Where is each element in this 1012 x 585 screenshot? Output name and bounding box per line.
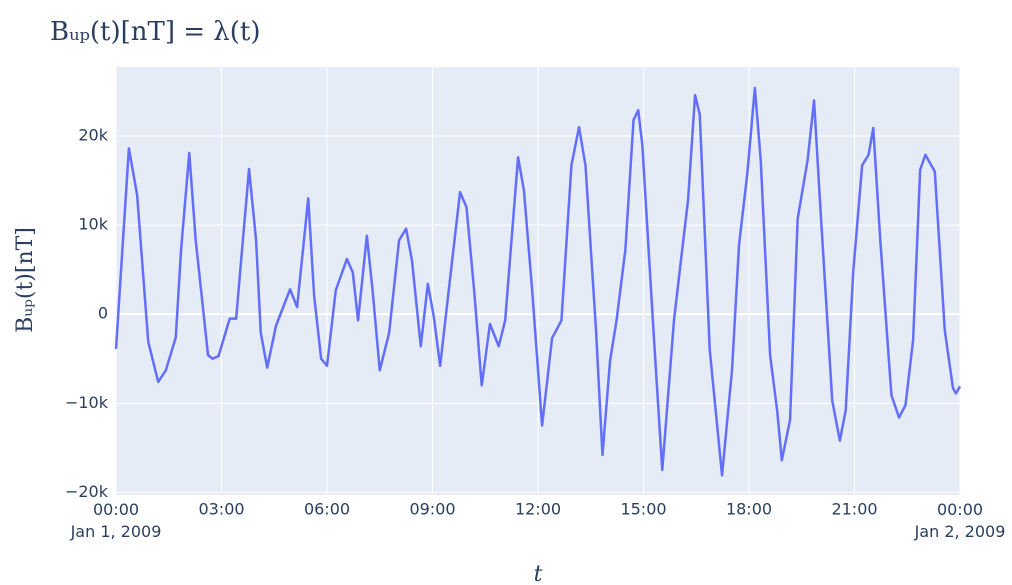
y-tick-label: −10k xyxy=(65,393,109,412)
x-tick-label: 00:00 Jan 2, 2009 xyxy=(914,500,1006,541)
data-line xyxy=(114,86,962,477)
x-tick-label: 21:00 xyxy=(831,500,877,519)
y-tick-label: 0 xyxy=(98,304,108,323)
y-tick-label: 10k xyxy=(78,215,108,234)
y-tick-label: −20k xyxy=(65,482,109,501)
x-tick-label: 15:00 xyxy=(620,500,666,519)
y-tick-label: 20k xyxy=(78,126,108,145)
x-tick-label: 09:00 xyxy=(409,500,455,519)
chart-title: Bᵤₚ(t)[nT] = λ(t) xyxy=(50,17,261,47)
x-tick-label: 06:00 xyxy=(304,500,350,519)
x-tick-label: 12:00 xyxy=(515,500,561,519)
x-tick-label: 03:00 xyxy=(198,500,244,519)
x-tick-label: 18:00 xyxy=(726,500,772,519)
x-tick-label: 00:00 Jan 1, 2009 xyxy=(70,500,162,541)
y-axis-title: Bᵤₚ(t)[nT] xyxy=(13,227,38,333)
x-axis-title: t xyxy=(534,562,543,585)
